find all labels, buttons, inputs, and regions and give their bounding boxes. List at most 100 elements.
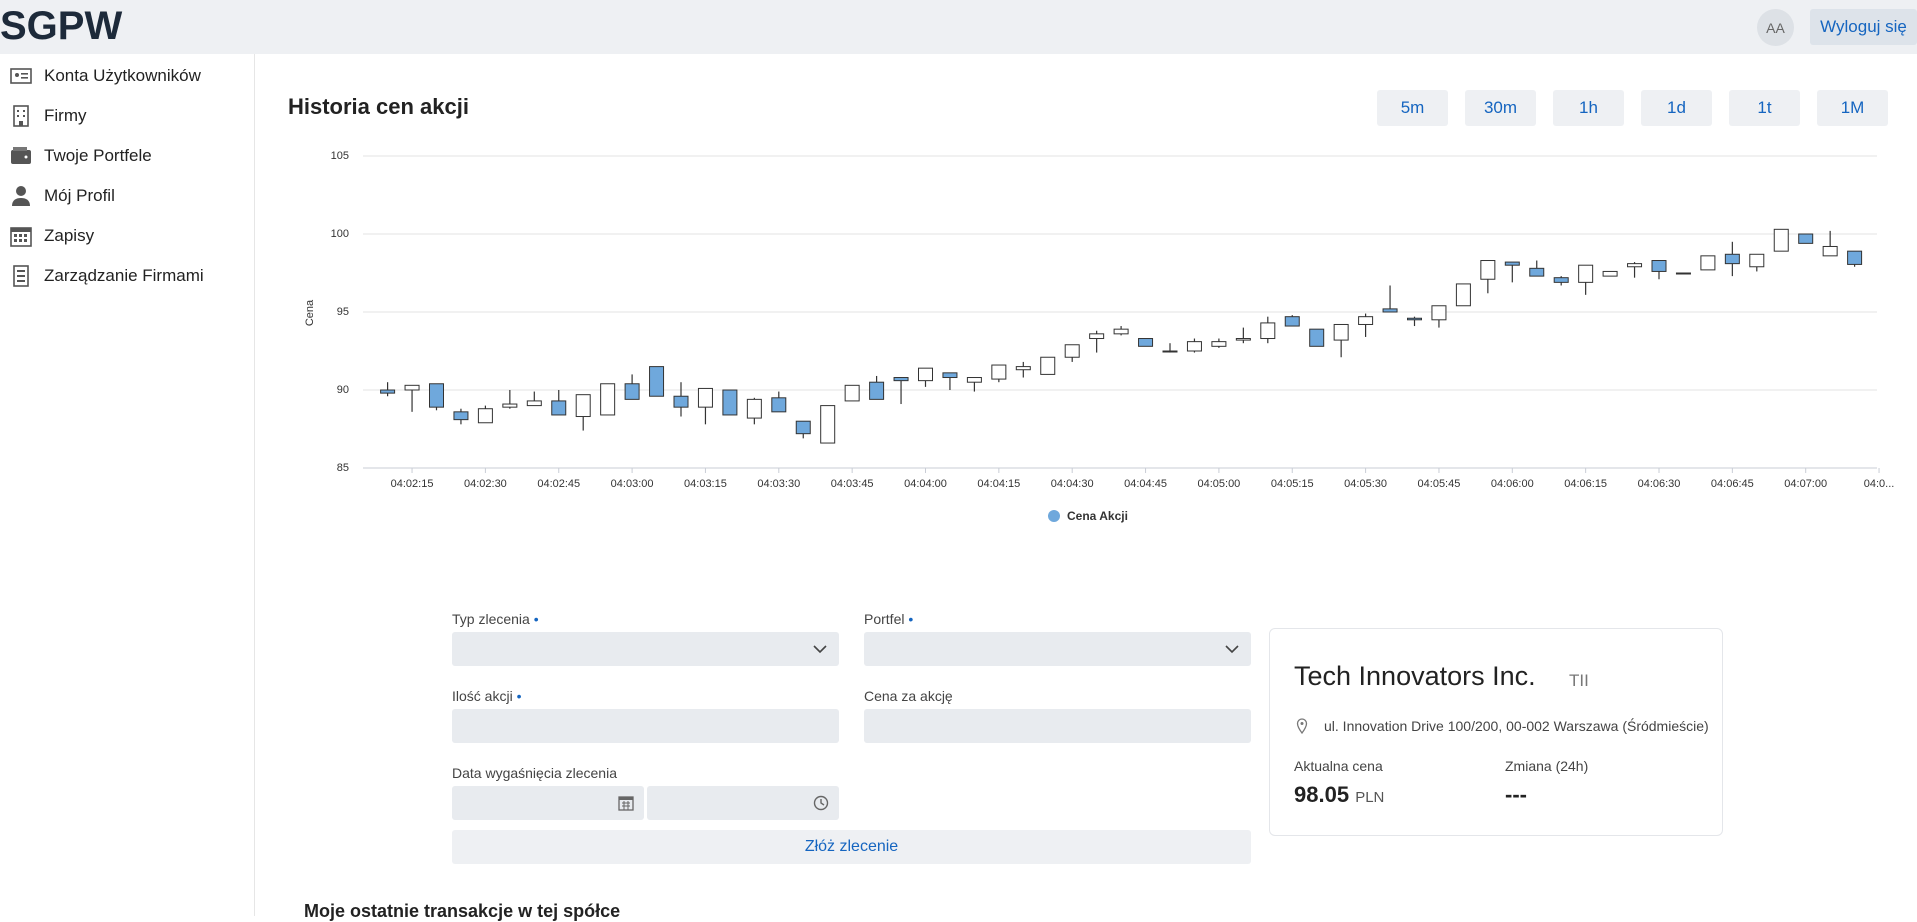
candle-body: [600, 383, 616, 416]
candle-body: [1431, 305, 1447, 321]
candle-body: [1749, 253, 1765, 268]
candle-body: [1235, 338, 1251, 341]
field-label: Data wygaśnięcia zlecenia: [452, 765, 617, 781]
x-tick-label: 04:07:00: [1784, 478, 1827, 490]
location-icon: [1296, 718, 1308, 734]
nav-item[interactable]: Zapisy: [10, 221, 94, 251]
x-tick-label: 04:05:30: [1344, 478, 1387, 490]
candle-body: [1382, 308, 1398, 313]
candle-body: [624, 383, 640, 400]
x-tick-label: 04:06:15: [1564, 478, 1607, 490]
avatar[interactable]: AA: [1757, 9, 1794, 46]
logout-button[interactable]: Wyloguj się: [1810, 9, 1917, 45]
candle-body: [918, 367, 933, 382]
sidebar: [0, 54, 255, 916]
nav-item[interactable]: Firmy: [10, 101, 86, 131]
order-type-select[interactable]: [452, 632, 839, 666]
candle-body: [1407, 317, 1422, 321]
candle-body: [1040, 356, 1056, 375]
candle-body: [1186, 341, 1202, 352]
label-text: Portfel: [864, 611, 905, 627]
nav-label: Konta Użytkowników: [44, 66, 201, 85]
candle-body: [1651, 260, 1667, 272]
currency: PLN: [1355, 789, 1385, 806]
icon: [10, 68, 32, 84]
quantity-input[interactable]: [452, 709, 839, 743]
clock-icon: [813, 795, 829, 811]
candle-body: [1480, 260, 1496, 280]
range-button[interactable]: 5m: [1377, 90, 1448, 126]
candle-body: [1847, 250, 1863, 265]
candle-body: [820, 405, 836, 444]
section-title: Moje ostatnie transakcje w tej spółce: [304, 901, 621, 921]
chart-title: Historia cen akcji: [288, 94, 469, 119]
candle-body: [673, 395, 689, 408]
legend-label: Cena Akcji: [1067, 509, 1128, 523]
candle-body: [551, 400, 567, 416]
candle-body: [1309, 328, 1325, 347]
company-name: Tech Innovators Inc.: [1294, 661, 1536, 691]
candle-body: [795, 420, 811, 435]
price-input[interactable]: [864, 709, 1251, 743]
nav-label: Zarządzanie Firmami: [44, 266, 204, 285]
nav-item[interactable]: Zarządzanie Firmami: [10, 261, 204, 291]
candle-body: [1675, 272, 1691, 275]
nav-label: Twoje Portfele: [44, 146, 152, 165]
range-button[interactable]: 1t: [1729, 90, 1800, 126]
chevron: [813, 645, 827, 654]
candle-body: [1627, 263, 1643, 268]
candle-body: [1578, 264, 1594, 283]
x-tick-label: 04:05:00: [1197, 478, 1240, 490]
legend-marker: [1048, 510, 1060, 522]
x-tick-label: 04:05:15: [1271, 478, 1314, 490]
candle-body: [404, 384, 420, 391]
portfolio-select[interactable]: [864, 632, 1251, 666]
candle-body: [1553, 277, 1569, 283]
range-button[interactable]: 1d: [1641, 90, 1712, 126]
y-tick-label: 105: [331, 150, 349, 162]
y-tick-label: 95: [337, 306, 349, 318]
nav-label: Zapisy: [44, 226, 95, 245]
current-price: 98.05 PLN: [1294, 782, 1384, 808]
company-ticker: TII: [1569, 671, 1589, 690]
x-tick-label: 04:04:45: [1124, 478, 1167, 490]
candle-body: [1700, 255, 1716, 271]
candle-body: [1773, 228, 1789, 252]
candle-body: [649, 366, 665, 397]
date-input[interactable]: [452, 786, 644, 820]
required-mark: •: [516, 688, 522, 704]
x-tick-label: 04:03:15: [684, 478, 727, 490]
candle-body: [502, 403, 518, 408]
candle-body: [746, 398, 762, 419]
nav-item[interactable]: Konta Użytkowników: [10, 61, 201, 91]
range-button[interactable]: 1M: [1817, 90, 1888, 126]
candle-body: [1602, 270, 1618, 277]
candle-body: [1529, 267, 1545, 277]
submit-button[interactable]: Złóż zlecenie: [452, 830, 1251, 864]
icon: [13, 105, 29, 127]
candle-body: [453, 411, 469, 421]
label-text: Typ zlecenia: [452, 611, 530, 627]
range-button[interactable]: 1h: [1553, 90, 1624, 126]
x-tick-label: 04:03:30: [757, 478, 800, 490]
label-text: Ilość akcji: [452, 688, 513, 704]
nav-item[interactable]: Twoje Portfele: [10, 141, 152, 171]
nav-item[interactable]: Mój Profil: [10, 181, 115, 211]
candle-body: [1284, 316, 1300, 327]
chevron: [1225, 645, 1239, 654]
time-input[interactable]: [647, 786, 839, 820]
y-tick-label: 90: [337, 384, 349, 396]
field-label: Typ zlecenia •: [452, 611, 539, 627]
candle-body: [1260, 322, 1276, 340]
brand[interactable]: SGPW: [0, 4, 123, 48]
candle-body: [1064, 344, 1080, 358]
range-button[interactable]: 30m: [1465, 90, 1536, 126]
x-tick-label: 04:04:30: [1051, 478, 1094, 490]
candle-body: [1162, 350, 1178, 353]
candle-body: [380, 389, 396, 394]
candle-body: [1138, 338, 1154, 347]
candle-body: [429, 383, 444, 408]
header: SGPW AA Wyloguj się: [0, 0, 1917, 54]
price-value: 98.05: [1294, 782, 1350, 807]
